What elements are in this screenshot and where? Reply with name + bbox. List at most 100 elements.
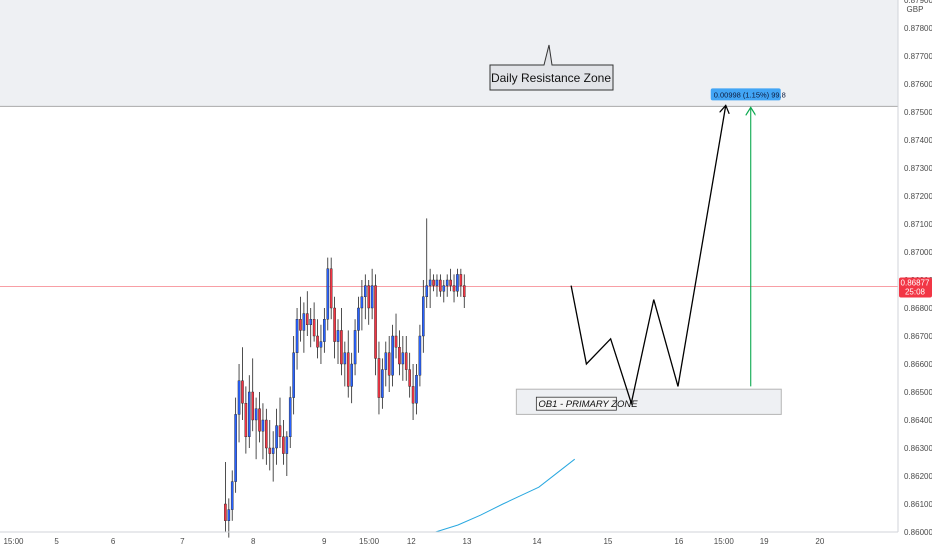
candle-body	[398, 347, 401, 365]
price-tick-label: 0.87800	[904, 24, 932, 33]
candle-body	[295, 319, 299, 354]
currency-label: GBP	[907, 5, 924, 14]
candle-body	[343, 352, 347, 365]
candle-body	[357, 307, 360, 331]
current-price-badge	[899, 277, 932, 298]
time-tick-label: 15:00	[359, 537, 380, 546]
candle-body	[435, 279, 439, 286]
resistance-callout-label: Daily Resistance Zone	[491, 71, 611, 85]
price-tick-label: 0.87000	[904, 248, 932, 257]
candle-body	[425, 285, 429, 298]
price-tick-label: 0.87200	[904, 192, 932, 201]
candle-body	[370, 285, 374, 309]
candle-body	[422, 296, 425, 337]
projection-path[interactable]	[570, 106, 725, 406]
time-tick-label: 12	[407, 537, 416, 546]
candle-body	[459, 274, 463, 286]
candle-body	[364, 285, 367, 298]
candle-body	[411, 386, 415, 404]
candle-body	[432, 279, 435, 286]
time-axis[interactable]: 15:00 5 6 7 8 9 15:00 12 13 14 15 16 15:00 19 20	[3, 537, 824, 546]
candle-body	[391, 335, 394, 376]
candle-body	[374, 285, 377, 359]
candle-body	[360, 296, 364, 309]
current-price-value: 0.86877	[901, 278, 930, 287]
candle-body	[381, 369, 384, 398]
price-tick-label: 0.86500	[904, 388, 932, 397]
price-tick-label: 0.87700	[904, 52, 932, 61]
candle-body	[445, 279, 449, 286]
price-axis[interactable]: 0.87900 0.87800 0.87700 0.87600 0.87500 0.874…	[904, 0, 932, 537]
measure-label-box	[710, 88, 781, 101]
candle-body	[227, 509, 231, 522]
candle-body	[333, 307, 336, 342]
time-tick-label: 9	[322, 537, 327, 546]
measure-label: 0.00998 (1.15%) 99.8	[714, 90, 786, 99]
price-tick-label: 0.86200	[904, 472, 932, 481]
candle-body	[285, 436, 289, 454]
time-tick-label: 15:00	[714, 537, 735, 546]
candle-body	[428, 279, 432, 286]
ob1-label-box	[535, 396, 617, 411]
time-tick-label: 7	[180, 537, 185, 546]
price-tick-label: 0.86800	[904, 304, 932, 313]
time-tick-label: 16	[674, 537, 683, 546]
price-tick-label: 0.87100	[904, 220, 932, 229]
resistance-callout-box[interactable]	[489, 44, 614, 91]
candle-body	[275, 425, 278, 449]
candle-body	[234, 414, 237, 482]
candle-body	[442, 285, 446, 292]
candle-body	[319, 341, 323, 348]
time-tick-label: 5	[54, 537, 59, 546]
candle-body	[268, 447, 272, 454]
moving-average-line	[435, 458, 576, 533]
time-tick-label: 15:00	[3, 537, 24, 546]
candle-body	[350, 363, 353, 387]
candle-body	[241, 380, 244, 404]
candle-body	[305, 313, 309, 326]
candle-body	[408, 369, 411, 387]
candle-body	[247, 391, 251, 437]
price-tick-label: 0.87900	[904, 0, 932, 5]
time-tick-label: 20	[815, 537, 824, 546]
price-tick-label: 0.87500	[904, 108, 932, 117]
candle-body	[237, 380, 241, 415]
candle-body	[299, 319, 302, 331]
price-tick-label: 0.86100	[904, 500, 932, 509]
candle-body	[329, 268, 333, 309]
candle-body	[230, 481, 234, 510]
price-tick-label: 0.87600	[904, 80, 932, 89]
time-tick-label: 14	[533, 537, 542, 546]
candle-body	[387, 352, 391, 376]
candle-body	[251, 391, 254, 421]
candle-body	[418, 335, 422, 376]
candle-body	[288, 397, 292, 438]
candle-body	[282, 436, 285, 454]
price-tick-label: 0.86600	[904, 360, 932, 369]
candle-body	[323, 319, 326, 342]
candle-body	[384, 352, 388, 370]
price-tick-label: 0.87300	[904, 164, 932, 173]
candle-body	[224, 503, 227, 521]
candle-body	[309, 319, 313, 326]
price-tick-label: 0.86000	[904, 528, 932, 537]
candle-body	[377, 358, 381, 398]
candle-body	[367, 285, 371, 309]
ob1-label: OB1 - PRIMARY ZONE	[538, 399, 638, 410]
candle-body	[258, 408, 261, 432]
candle-body	[401, 352, 405, 365]
candle-body	[340, 330, 343, 365]
current-price-countdown: 25:08	[905, 287, 926, 296]
candlestick-series	[224, 218, 466, 538]
time-tick-label: 15	[603, 537, 612, 546]
candle-body	[456, 274, 459, 292]
candle-body	[394, 335, 398, 348]
candle-body	[462, 285, 466, 298]
candle-body	[254, 408, 258, 421]
candle-body	[265, 419, 268, 449]
candle-body	[353, 330, 357, 365]
price-tick-label: 0.86700	[904, 332, 932, 341]
candle-body	[312, 319, 316, 337]
time-tick-label: 19	[760, 537, 769, 546]
